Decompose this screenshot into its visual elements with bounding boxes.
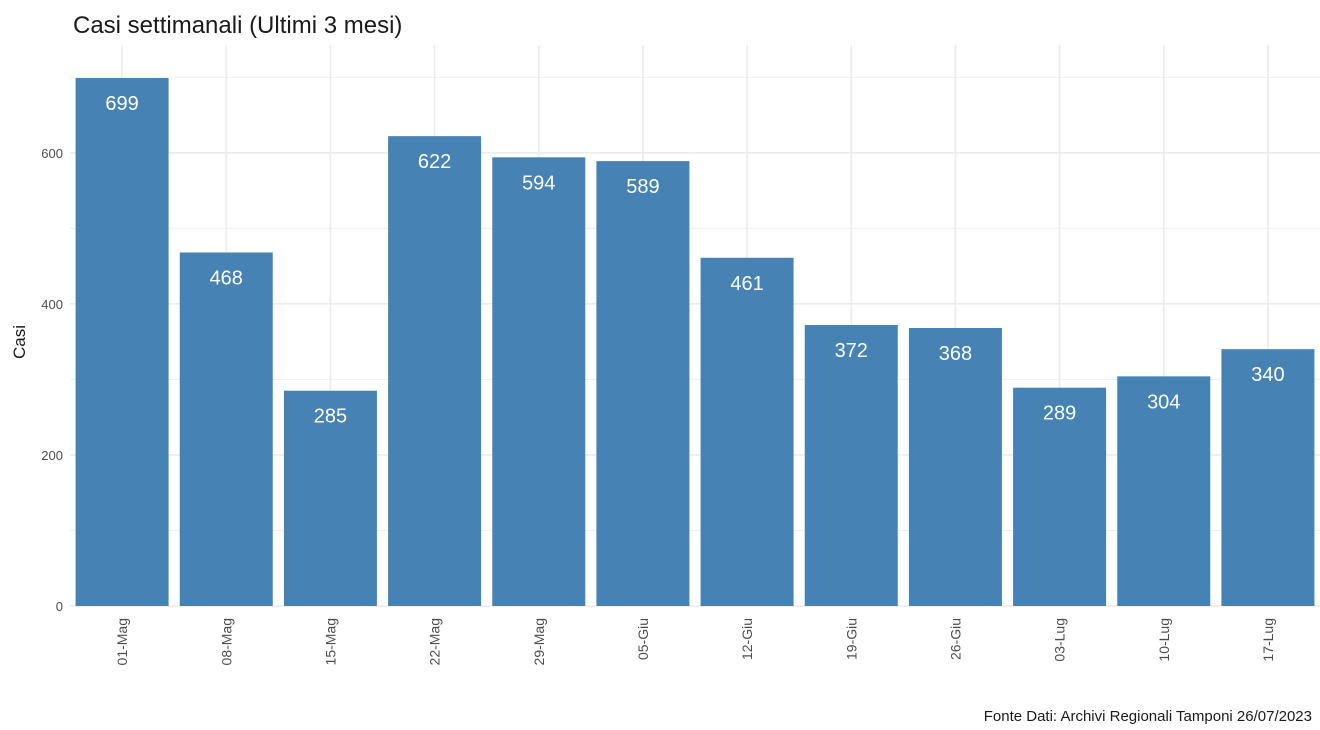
y-tick-label: 200 bbox=[41, 448, 63, 463]
bar bbox=[700, 257, 794, 606]
chart-title: Casi settimanali (Ultimi 3 mesi) bbox=[73, 12, 403, 39]
data-label: 304 bbox=[1147, 391, 1180, 413]
bar bbox=[75, 78, 169, 606]
x-tick-label: 05-Giu bbox=[635, 618, 651, 660]
data-label: 368 bbox=[939, 343, 972, 365]
source-caption: Fonte Dati: Archivi Regionali Tamponi 26… bbox=[983, 708, 1312, 725]
bar bbox=[908, 328, 1002, 606]
y-axis: 0 200 400 600 bbox=[41, 146, 63, 614]
y-tick-label: 0 bbox=[56, 599, 63, 614]
y-tick-label: 400 bbox=[41, 297, 63, 312]
bars bbox=[75, 78, 1315, 607]
data-label: 285 bbox=[314, 406, 347, 428]
bar bbox=[492, 157, 586, 607]
x-axis: 01-Mag 08-Mag 15-Mag 22-Mag 29-Mag 05-Giu 12-G… bbox=[114, 618, 1276, 665]
x-tick-label: 01-Mag bbox=[114, 618, 130, 665]
bar bbox=[388, 136, 482, 606]
data-label: 468 bbox=[210, 267, 243, 289]
x-tick-label: 26-Giu bbox=[947, 618, 963, 660]
bar bbox=[1221, 349, 1315, 606]
data-label: 594 bbox=[522, 172, 555, 194]
x-tick-label: 19-Giu bbox=[843, 618, 859, 660]
bar bbox=[1013, 387, 1107, 606]
data-label: 372 bbox=[835, 340, 868, 362]
bar bbox=[179, 252, 273, 607]
data-label: 340 bbox=[1251, 364, 1284, 386]
data-label: 589 bbox=[626, 176, 659, 198]
bar bbox=[804, 325, 898, 606]
y-tick-label: 600 bbox=[41, 146, 63, 161]
data-label: 622 bbox=[418, 151, 451, 173]
data-label: 699 bbox=[105, 93, 138, 115]
x-tick-label: 29-Mag bbox=[531, 618, 547, 665]
x-tick-label: 12-Giu bbox=[739, 618, 755, 660]
x-tick-label: 08-Mag bbox=[218, 618, 234, 665]
data-label: 289 bbox=[1043, 403, 1076, 425]
x-tick-label: 15-Mag bbox=[322, 618, 338, 665]
data-labels: 699 468 285 622 594 589 461 372 368 289 304 340 bbox=[105, 93, 1284, 428]
data-label: 461 bbox=[730, 273, 763, 295]
y-axis-label: Casi bbox=[10, 325, 29, 359]
x-tick-label: 22-Mag bbox=[427, 618, 443, 665]
bar bbox=[596, 161, 690, 606]
bar bbox=[1117, 376, 1211, 606]
x-tick-label: 03-Lug bbox=[1052, 618, 1068, 662]
bar bbox=[283, 390, 377, 606]
x-tick-label: 10-Lug bbox=[1156, 618, 1172, 662]
x-tick-label: 17-Lug bbox=[1260, 618, 1276, 662]
